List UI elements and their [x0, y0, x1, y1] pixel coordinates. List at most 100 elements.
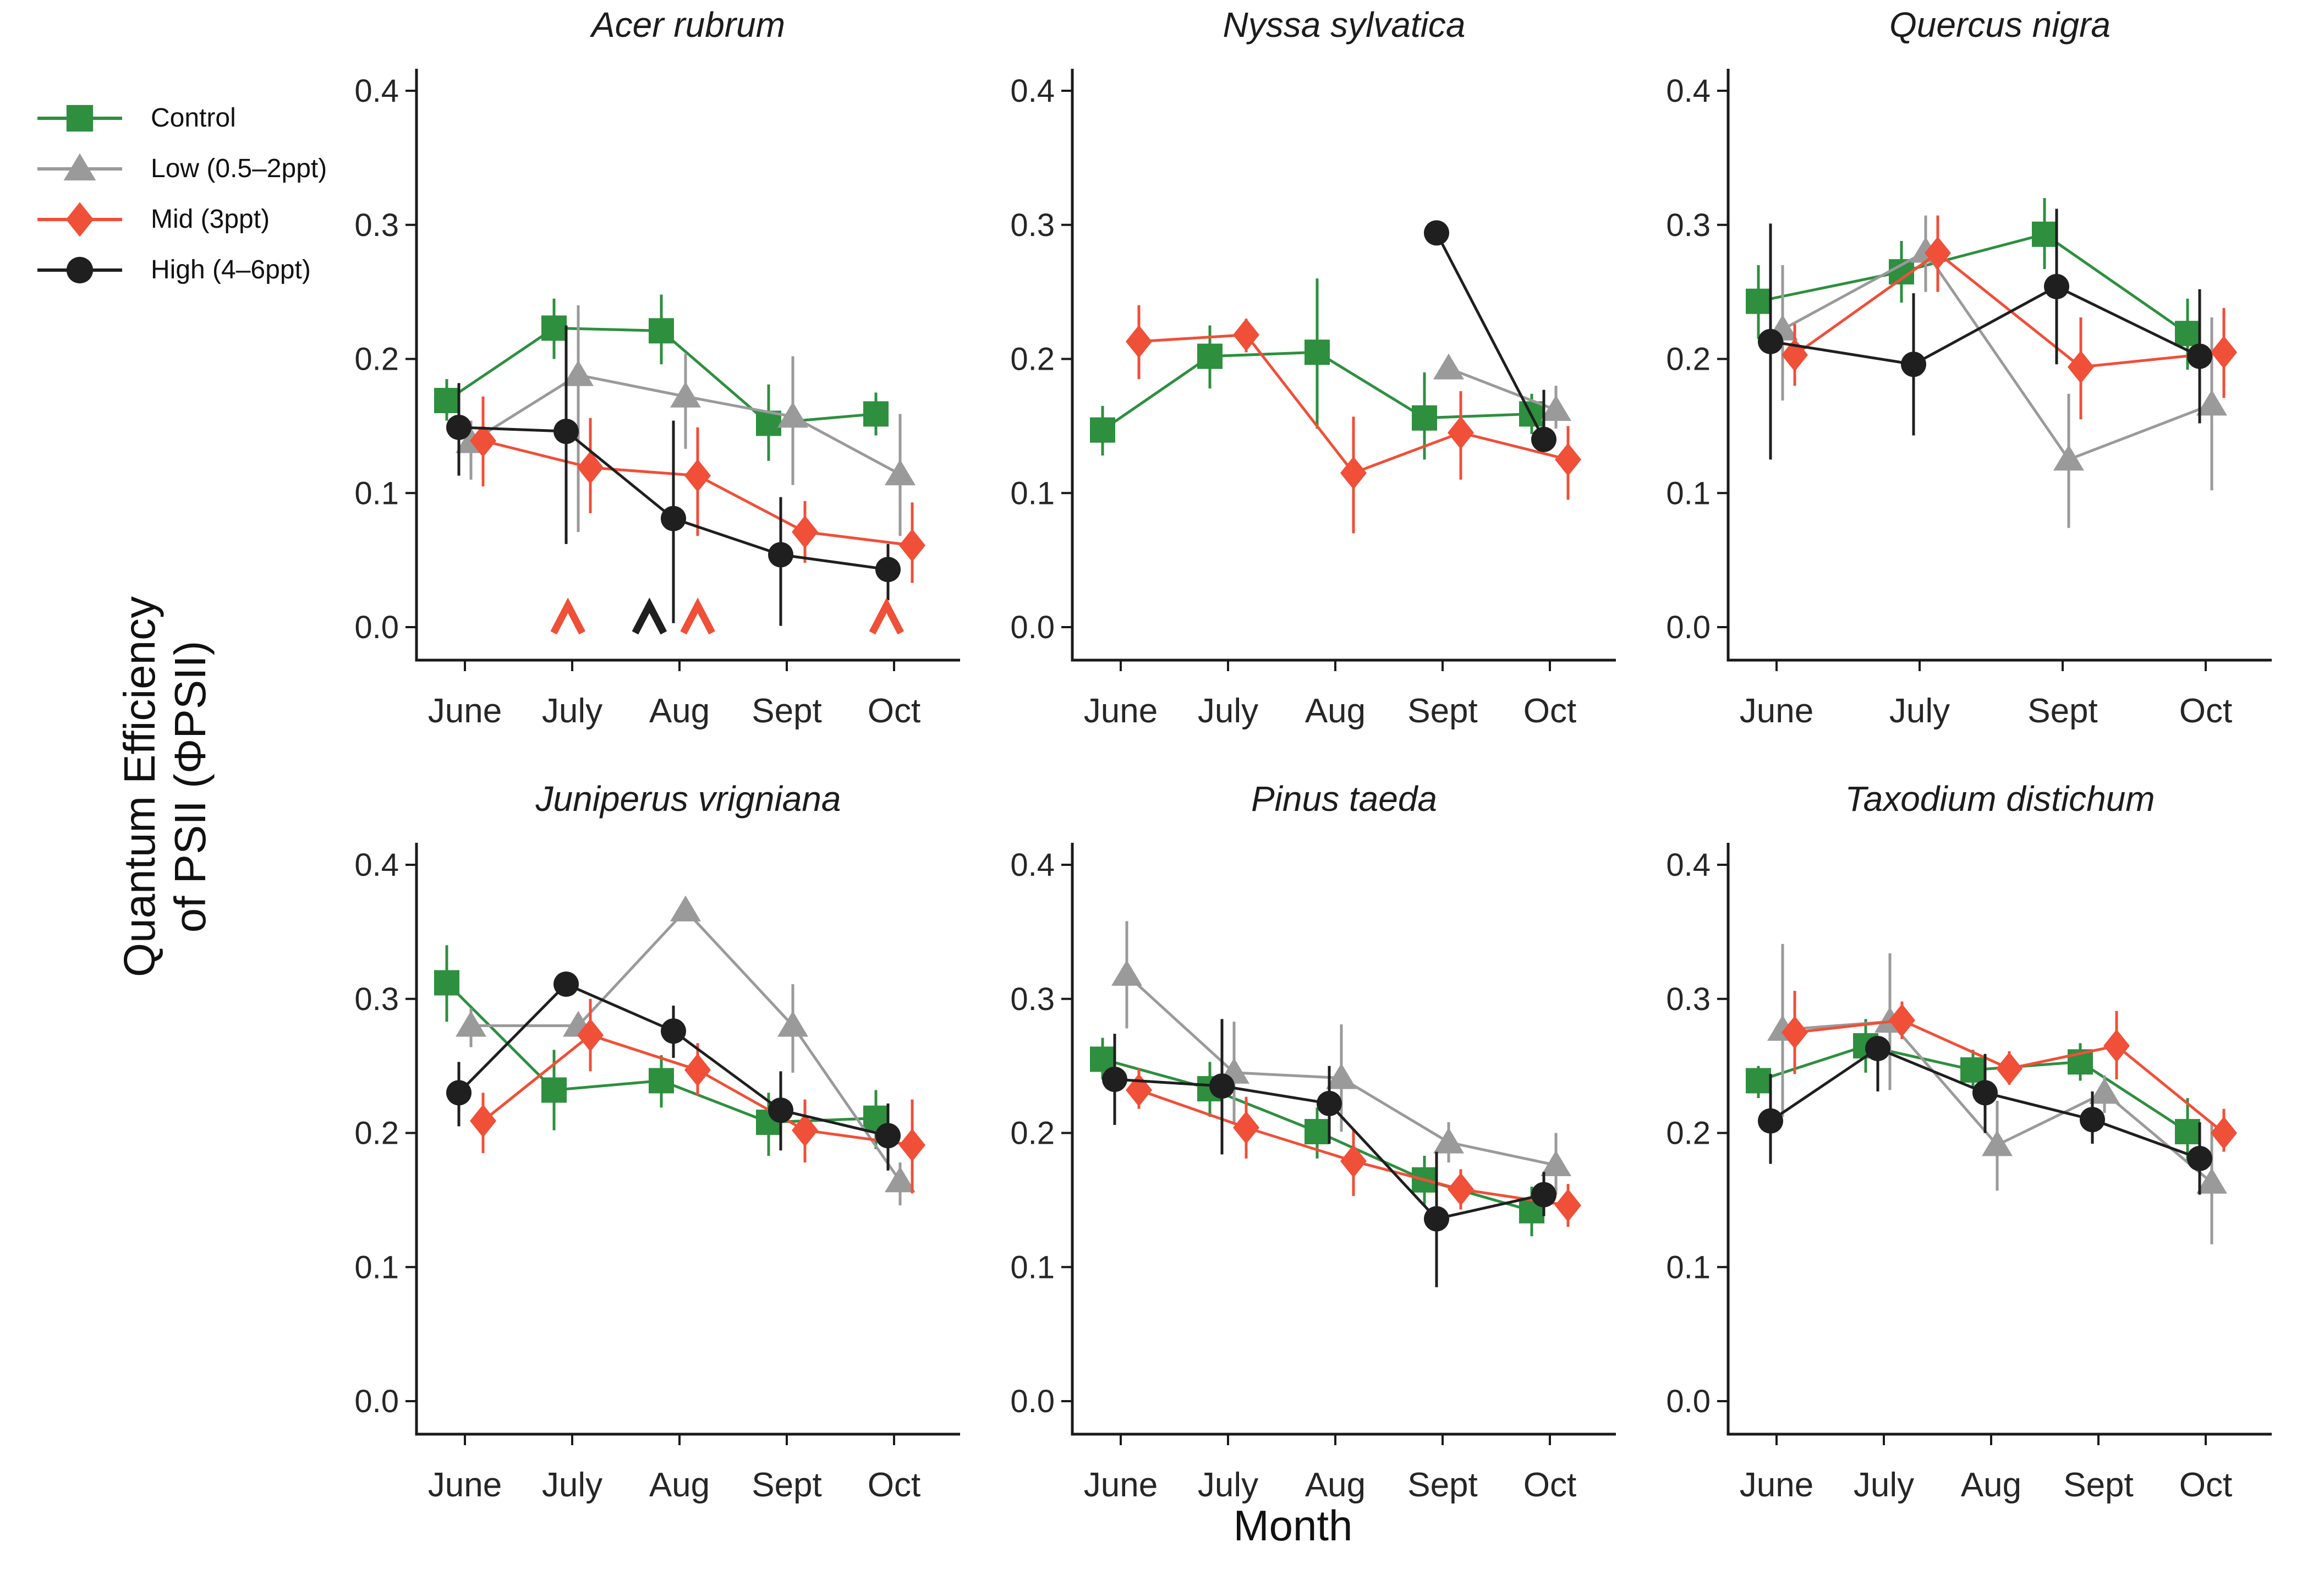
y-tick-label: 0.1	[354, 1249, 399, 1285]
y-tick-label: 0.4	[1010, 73, 1055, 109]
diamond-marker-icon	[1233, 1111, 1259, 1144]
panel-grid: Acer rubrum 0.0 0.1 0.2 0.3 0.4 June July Aug Sep…	[354, 5, 2316, 1550]
x-tick-label: June	[428, 1466, 502, 1504]
y-tick-label: 0.4	[1666, 847, 1711, 883]
triangle-marker-icon	[777, 402, 808, 428]
square-marker-icon	[434, 970, 459, 996]
square-marker-icon	[1304, 1119, 1330, 1145]
series-high	[1424, 220, 1556, 452]
x-tick-label: Aug	[1961, 1466, 2021, 1504]
circle-marker-icon	[2044, 273, 2069, 299]
square-marker-icon	[1412, 405, 1437, 431]
y-tick-label: 0.1	[1010, 1249, 1055, 1285]
x-tick-label: Oct	[1523, 1466, 1576, 1504]
circle-marker-icon	[768, 1097, 793, 1123]
x-tick-label: July	[1198, 692, 1258, 730]
x-tick-label: June	[1740, 1466, 1813, 1504]
triangle-marker-icon	[2196, 389, 2227, 416]
legend-label-high: High (4–6ppt)	[151, 255, 311, 284]
diamond-marker-icon	[1126, 325, 1152, 358]
square-marker-icon	[1746, 1068, 1771, 1094]
y-tick-label: 0.3	[1666, 207, 1711, 243]
circle-marker-icon	[1758, 1108, 1783, 1134]
series-high	[446, 325, 901, 626]
square-marker-icon	[1197, 343, 1223, 369]
triangle-marker-icon	[1111, 959, 1142, 986]
legend-label-mid: Mid (3ppt)	[151, 205, 270, 234]
series-line	[1448, 367, 1556, 411]
series-low	[456, 895, 916, 1206]
diamond-marker-icon	[2211, 336, 2237, 369]
mid-diamond-icon	[37, 202, 122, 237]
circle-marker-icon	[1758, 328, 1783, 354]
x-tick-label: Sept	[752, 692, 822, 730]
series-mid	[1126, 1068, 1581, 1227]
square-marker-icon	[863, 401, 889, 427]
series-mid	[470, 998, 925, 1194]
triangle-marker-icon	[1541, 395, 1571, 421]
y-tick-label: 0.2	[354, 1116, 399, 1151]
y-tick-label: 0.0	[1010, 610, 1055, 645]
series-high	[1758, 208, 2212, 460]
x-axis-title: Month	[1233, 1501, 1353, 1550]
series-low	[1111, 921, 1571, 1195]
diamond-marker-icon	[1340, 1144, 1367, 1178]
x-tick-label: July	[1854, 1466, 1914, 1504]
x-tick-label: Aug	[1305, 1466, 1366, 1504]
circle-marker-icon	[553, 419, 579, 444]
x-tick-label: Oct	[2179, 692, 2232, 730]
circle-marker-icon	[1209, 1073, 1235, 1099]
triangle-marker-icon	[670, 381, 701, 408]
significance-caret	[632, 597, 667, 635]
circle-marker-icon	[553, 971, 579, 997]
diamond-marker-icon	[1448, 416, 1474, 449]
diamond-marker-icon	[792, 1113, 818, 1147]
diamond-marker-icon	[1782, 1016, 1808, 1049]
panel-title: Acer rubrum	[589, 5, 785, 45]
x-tick-label: Oct	[1523, 692, 1576, 730]
series-control	[1090, 278, 1544, 460]
y-tick-label: 0.0	[1666, 610, 1711, 645]
circle-marker-icon	[1865, 1035, 1890, 1061]
series-line	[1758, 233, 2189, 335]
series-line	[1435, 232, 1545, 440]
circle-marker-icon	[1901, 352, 1926, 377]
panel-title: Juniperus vrigniana	[535, 779, 841, 819]
square-marker-icon	[541, 315, 567, 341]
series-line	[1794, 251, 2224, 369]
x-tick-label: June	[1740, 692, 1813, 730]
triangle-marker-icon	[777, 1011, 808, 1037]
y-tick-label: 0.1	[1666, 475, 1711, 511]
circle-marker-icon	[875, 1123, 901, 1149]
diamond-marker-icon	[2211, 1116, 2237, 1150]
diamond-marker-icon	[684, 1053, 711, 1086]
diamond-marker-icon	[1925, 236, 1951, 270]
legend-item-low: Low (0.5–2ppt)	[33, 150, 327, 188]
square-marker-icon	[434, 388, 459, 414]
diamond-marker-icon	[470, 1104, 496, 1138]
series-low	[456, 305, 916, 536]
y-tick-label: 0.4	[1666, 73, 1711, 109]
diamond-marker-icon	[684, 459, 711, 492]
y-tick-label: 0.2	[354, 342, 399, 377]
y-tick-label: 0.0	[354, 1384, 399, 1419]
x-tick-label: Sept	[1407, 1466, 1478, 1504]
y-tick-label: 0.3	[354, 207, 399, 243]
series-control	[1090, 1038, 1544, 1237]
triangle-marker-icon	[1541, 1150, 1571, 1176]
diamond-marker-icon	[1555, 1189, 1581, 1222]
diamond-marker-icon	[1126, 1073, 1152, 1107]
low-triangle-icon	[37, 153, 122, 180]
triangle-marker-icon	[1982, 1130, 2013, 1156]
significance-caret	[550, 597, 585, 635]
y-tick-label: 0.2	[1010, 1116, 1055, 1151]
square-marker-icon	[2175, 321, 2200, 347]
diamond-marker-icon	[792, 515, 818, 548]
diamond-marker-icon	[2103, 1029, 2130, 1063]
legend-label-low: Low (0.5–2ppt)	[151, 154, 327, 183]
y-tick-label: 0.0	[1666, 1384, 1711, 1419]
panel-acer-rubrum: Acer rubrum 0.0 0.1 0.2 0.3 0.4 June July Aug Sep…	[354, 5, 960, 730]
diamond-marker-icon	[1233, 318, 1259, 352]
y-tick-label: 0.4	[354, 73, 399, 109]
y-tick-label: 0.0	[354, 610, 399, 645]
